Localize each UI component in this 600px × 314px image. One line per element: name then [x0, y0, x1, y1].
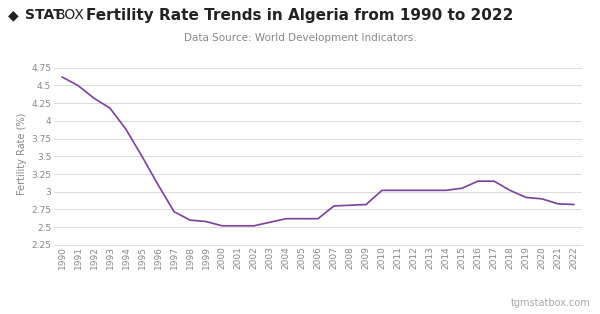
Text: Fertility Rate Trends in Algeria from 1990 to 2022: Fertility Rate Trends in Algeria from 19…: [86, 8, 514, 23]
Text: STAT: STAT: [25, 8, 63, 22]
Text: Data Source: World Development Indicators.: Data Source: World Development Indicator…: [184, 33, 416, 43]
Text: ◆: ◆: [8, 8, 19, 22]
Text: BOX: BOX: [56, 8, 85, 22]
Text: tgmstatbox.com: tgmstatbox.com: [511, 298, 591, 308]
Y-axis label: Fertility Rate (%): Fertility Rate (%): [17, 113, 27, 195]
